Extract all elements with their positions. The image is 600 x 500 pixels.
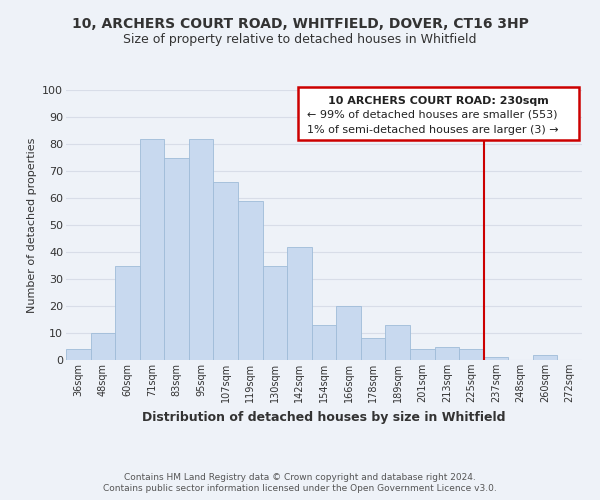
Bar: [484, 358, 508, 360]
Bar: [336, 306, 361, 360]
Bar: [91, 333, 115, 360]
Text: Contains public sector information licensed under the Open Government Licence v3: Contains public sector information licen…: [103, 484, 497, 493]
Bar: [385, 325, 410, 360]
Text: Size of property relative to detached houses in Whitfield: Size of property relative to detached ho…: [123, 32, 477, 46]
Bar: [434, 346, 459, 360]
Y-axis label: Number of detached properties: Number of detached properties: [26, 138, 37, 312]
Bar: [287, 246, 312, 360]
Bar: [164, 158, 189, 360]
Bar: [115, 266, 140, 360]
X-axis label: Distribution of detached houses by size in Whitfield: Distribution of detached houses by size …: [142, 410, 506, 424]
Bar: [361, 338, 385, 360]
Bar: [214, 182, 238, 360]
Text: 10 ARCHERS COURT ROAD: 230sqm: 10 ARCHERS COURT ROAD: 230sqm: [328, 96, 549, 106]
Bar: [238, 200, 263, 360]
Text: 1% of semi-detached houses are larger (3) →: 1% of semi-detached houses are larger (3…: [307, 125, 559, 135]
Bar: [66, 349, 91, 360]
Bar: [312, 325, 336, 360]
FancyBboxPatch shape: [298, 88, 580, 140]
Bar: [140, 138, 164, 360]
Bar: [189, 138, 214, 360]
Bar: [533, 354, 557, 360]
Bar: [263, 266, 287, 360]
Text: 10, ARCHERS COURT ROAD, WHITFIELD, DOVER, CT16 3HP: 10, ARCHERS COURT ROAD, WHITFIELD, DOVER…: [71, 18, 529, 32]
Bar: [410, 349, 434, 360]
Text: Contains HM Land Registry data © Crown copyright and database right 2024.: Contains HM Land Registry data © Crown c…: [124, 472, 476, 482]
Text: ← 99% of detached houses are smaller (553): ← 99% of detached houses are smaller (55…: [307, 110, 557, 120]
Bar: [459, 349, 484, 360]
